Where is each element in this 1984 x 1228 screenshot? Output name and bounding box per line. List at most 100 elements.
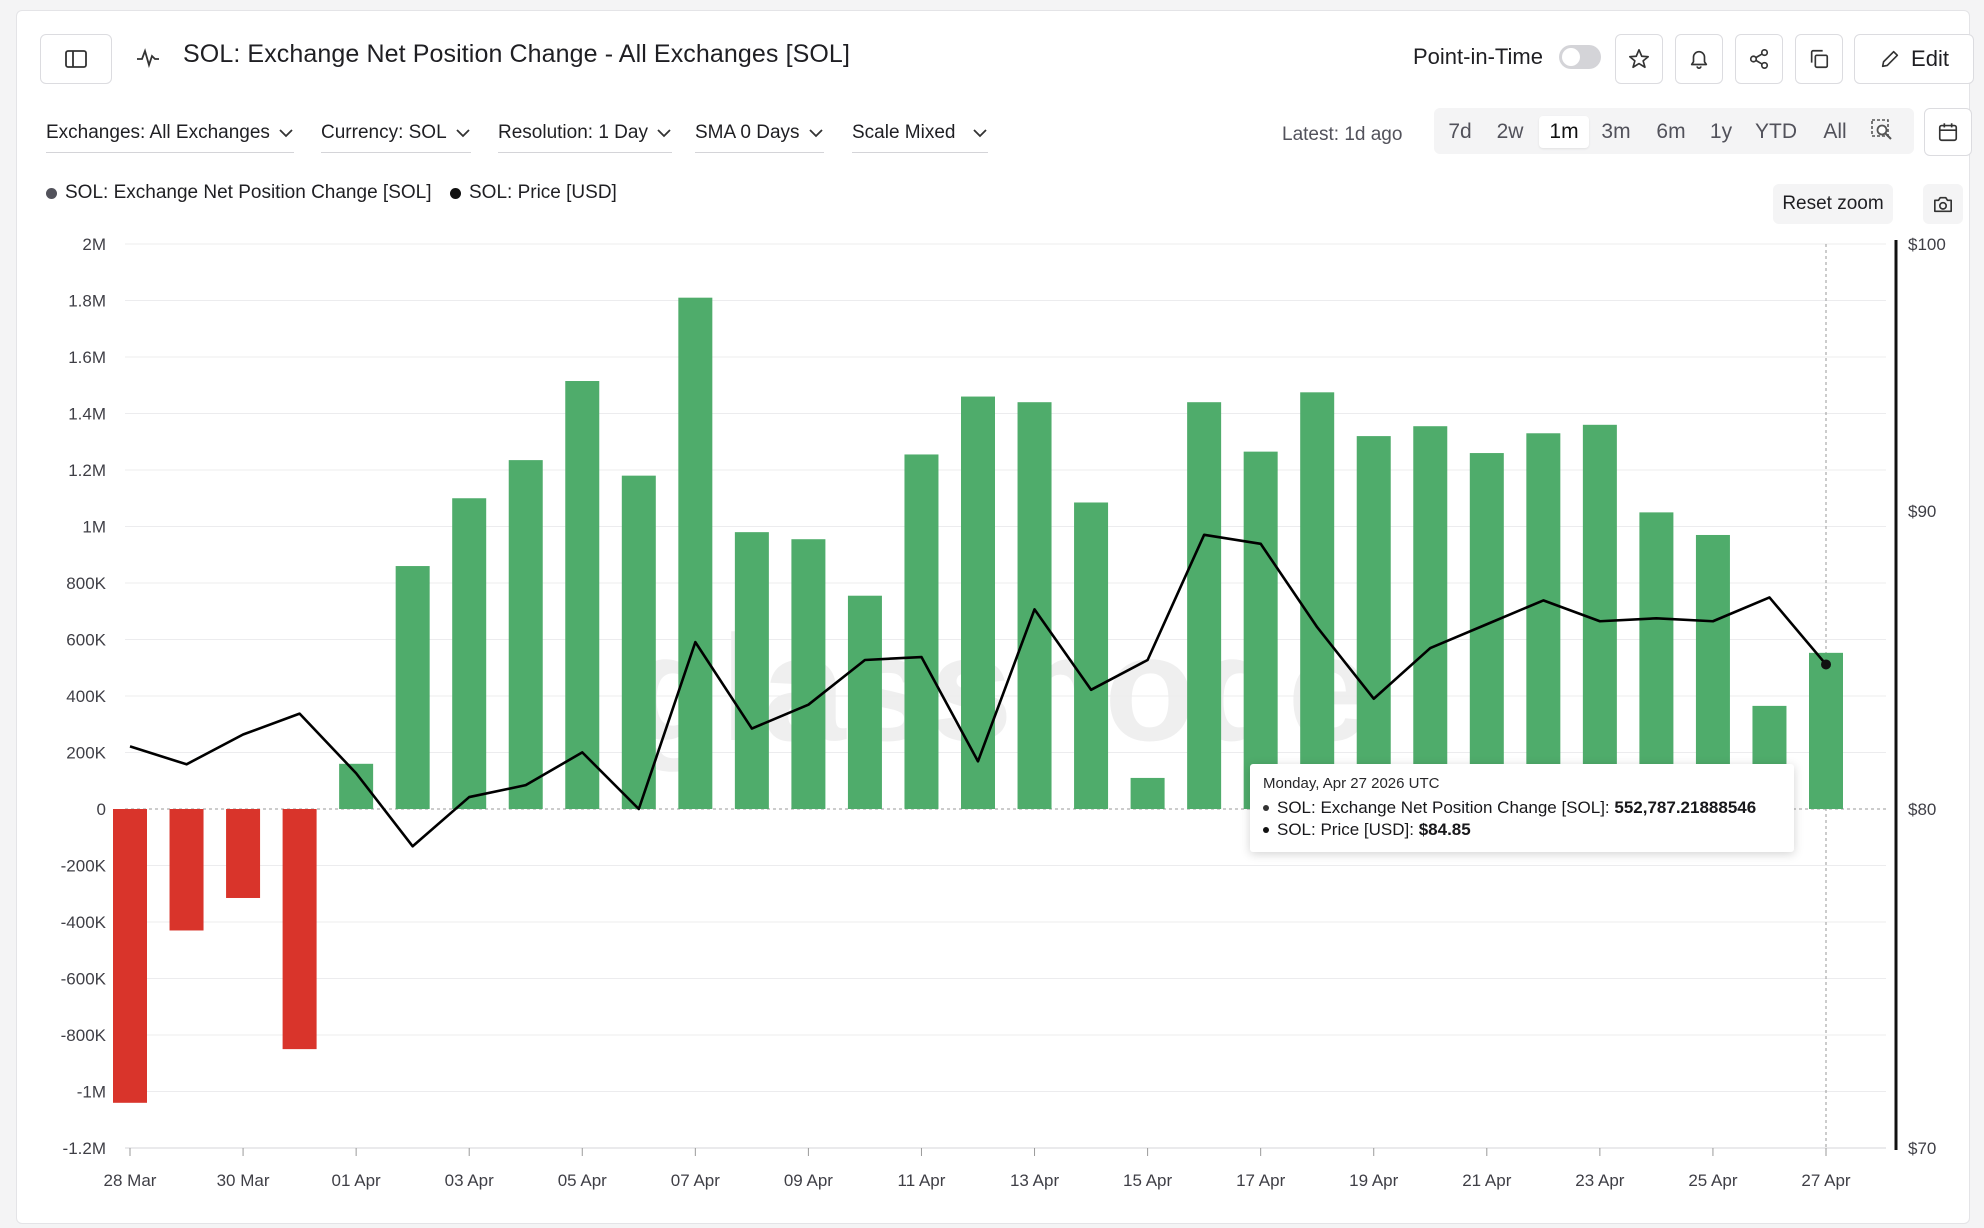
bar (113, 809, 147, 1103)
bar-series (113, 297, 1843, 1103)
y-right-tick-label: $100 (1908, 235, 1946, 254)
bar (1300, 392, 1335, 809)
grid-lines (125, 243, 1886, 1149)
scale-filter[interactable]: Scale Mixed (852, 122, 988, 153)
tooltip-row-net-position: SOL: Exchange Net Position Change [SOL]:… (1263, 798, 1756, 818)
favorite-button[interactable] (1615, 34, 1663, 84)
price-series (129, 533, 1831, 848)
y-left-tick-label: -1M (77, 1083, 106, 1102)
screenshot-button[interactable] (1923, 184, 1963, 224)
edit-button[interactable]: Edit (1854, 34, 1974, 84)
price-point-marker (1821, 659, 1831, 670)
x-tick-label: 13 Apr (1010, 1171, 1059, 1190)
y-left-tick-label: -800K (61, 1026, 107, 1045)
bar (565, 381, 600, 809)
tooltip-date: Monday, Apr 27 2026 UTC (1263, 775, 1440, 792)
star-icon (1629, 49, 1649, 69)
resolution-filter-label: Resolution: 1 Day (498, 122, 648, 143)
resolution-filter[interactable]: Resolution: 1 Day (498, 122, 672, 153)
point-in-time-toggle[interactable] (1559, 45, 1601, 69)
tooltip-dot (1263, 805, 1269, 811)
bar (621, 475, 656, 809)
chevron-down-icon (657, 129, 671, 138)
x-tick-label: 23 Apr (1575, 1171, 1624, 1190)
exchanges-filter[interactable]: Exchanges: All Exchanges (46, 122, 294, 153)
sidebar-icon (65, 50, 87, 68)
bar (1639, 512, 1674, 809)
price-line (129, 533, 1827, 848)
tooltip-dot (1263, 827, 1269, 833)
range-1m[interactable]: 1m (1539, 116, 1589, 148)
bar (508, 460, 543, 809)
bar (1187, 402, 1222, 809)
bar (734, 532, 769, 809)
bar (1017, 402, 1052, 809)
bar (1526, 433, 1561, 809)
currency-filter-label: Currency: SOL (321, 122, 447, 143)
x-tick-label: 30 Mar (217, 1171, 270, 1190)
currency-filter[interactable]: Currency: SOL (321, 122, 471, 153)
bar (1469, 453, 1504, 809)
x-tick-label: 07 Apr (671, 1171, 720, 1190)
x-tick-label: 19 Apr (1349, 1171, 1398, 1190)
x-tick-label: 28 Mar (104, 1171, 157, 1190)
bell-icon (1690, 50, 1708, 69)
bar (904, 454, 939, 809)
sidebar-toggle-button[interactable] (40, 34, 112, 84)
range-all[interactable]: All (1823, 120, 1847, 143)
exchanges-filter-label: Exchanges: All Exchanges (46, 122, 270, 143)
x-tick-label: 25 Apr (1688, 1171, 1737, 1190)
chevron-down-icon (456, 129, 470, 138)
range-6m[interactable]: 6m (1656, 120, 1686, 143)
range-7d[interactable]: 7d (1448, 120, 1472, 143)
calendar-icon (1938, 123, 1958, 142)
sma-filter[interactable]: SMA 0 Days (695, 122, 824, 153)
page-title: SOL: Exchange Net Position Change - All … (183, 40, 850, 68)
bar (226, 809, 261, 898)
legend-item-net-position[interactable]: SOL: Exchange Net Position Change [SOL] (46, 182, 432, 204)
y-left-tick-label: 200K (66, 744, 106, 763)
x-tick-label: 09 Apr (784, 1171, 833, 1190)
x-tick-label: 21 Apr (1462, 1171, 1511, 1190)
tooltip: Monday, Apr 27 2026 UTC SOL: Exchange Ne… (1250, 764, 1794, 852)
bar (847, 595, 882, 809)
scale-filter-label: Scale Mixed (852, 122, 956, 143)
duplicate-button[interactable] (1795, 34, 1843, 84)
y-left-tick-label: -200K (61, 857, 107, 876)
y-left-tick-label: 2M (82, 235, 106, 254)
range-1y[interactable]: 1y (1709, 120, 1733, 143)
range-2w[interactable]: 2w (1496, 120, 1524, 143)
tooltip-label: SOL: Exchange Net Position Change [SOL]: (1277, 798, 1615, 817)
x-tick-label: 01 Apr (332, 1171, 381, 1190)
y-right-tick-label: $90 (1908, 502, 1936, 521)
x-tick-label: 05 Apr (558, 1171, 607, 1190)
bar (339, 763, 374, 809)
y-right-tick-label: $80 (1908, 800, 1936, 819)
share-button[interactable] (1735, 34, 1783, 84)
legend-label: SOL: Exchange Net Position Change [SOL] (65, 182, 432, 203)
reset-zoom-button[interactable]: Reset zoom (1773, 184, 1893, 224)
legend-item-price[interactable]: SOL: Price [USD] (450, 182, 617, 204)
zoom-select-button[interactable] (1870, 118, 1894, 147)
y-left-tick-label: 1.2M (68, 461, 106, 480)
top-border (0, 0, 1984, 10)
chevron-down-icon (808, 129, 823, 138)
bar (1413, 426, 1448, 809)
legend-dot (450, 187, 461, 199)
bar (1130, 777, 1165, 809)
bar (791, 539, 826, 809)
share-icon (1749, 49, 1769, 69)
y-left-tick-label: 1.4M (68, 405, 106, 424)
range-ytd[interactable]: YTD (1755, 120, 1797, 143)
bar (1356, 436, 1391, 809)
legend-label: SOL: Price [USD] (469, 182, 617, 203)
range-3m[interactable]: 3m (1601, 120, 1631, 143)
alert-button[interactable] (1675, 34, 1723, 84)
bar (282, 809, 317, 1050)
y-left-tick-label: 0 (97, 800, 106, 819)
date-range-button[interactable] (1924, 108, 1972, 156)
chevron-down-icon (279, 129, 293, 138)
x-tick-label: 15 Apr (1123, 1171, 1172, 1190)
tooltip-value: 552,787.21888546 (1614, 798, 1757, 817)
